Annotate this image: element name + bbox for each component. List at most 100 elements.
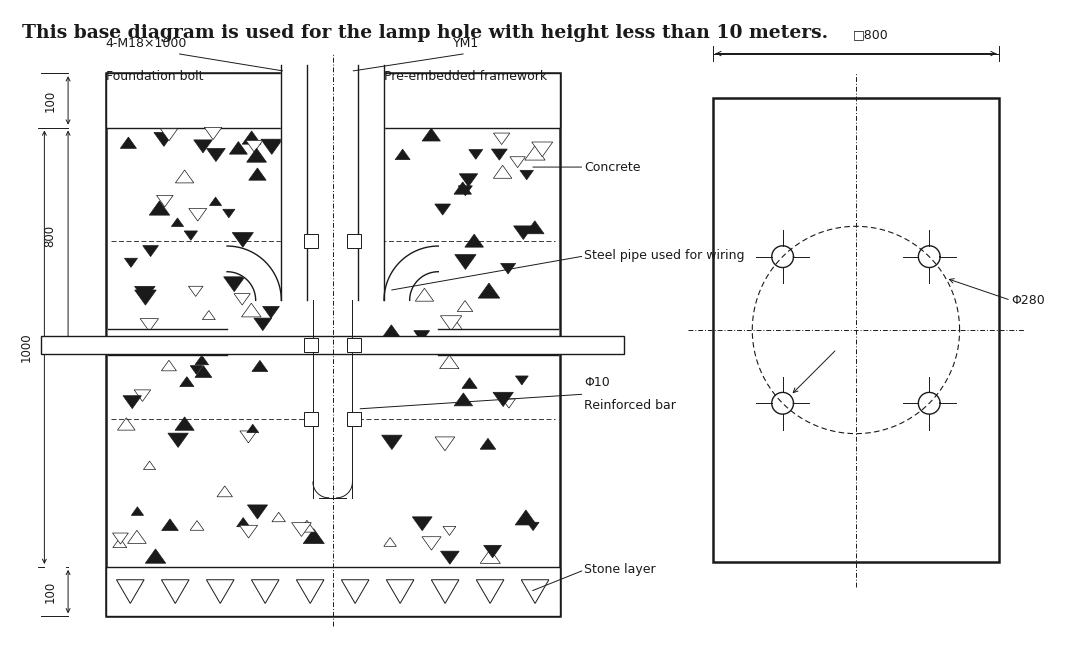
Polygon shape	[481, 438, 496, 449]
Polygon shape	[242, 131, 261, 144]
Bar	[348, 234, 362, 248]
Polygon shape	[448, 320, 463, 331]
Polygon shape	[143, 246, 159, 257]
Polygon shape	[303, 529, 324, 544]
Polygon shape	[224, 277, 245, 291]
Polygon shape	[167, 433, 188, 447]
Text: Pre-embedded framework: Pre-embedded framework	[384, 70, 548, 83]
Bar	[305, 412, 318, 426]
Polygon shape	[161, 360, 176, 371]
Polygon shape	[469, 149, 483, 159]
Polygon shape	[124, 258, 137, 267]
Polygon shape	[341, 580, 369, 603]
Polygon shape	[246, 140, 262, 152]
Polygon shape	[240, 431, 257, 443]
Text: 4-M18×1000: 4-M18×1000	[106, 37, 187, 50]
Polygon shape	[161, 332, 174, 341]
Polygon shape	[515, 510, 537, 525]
Text: Reinforced bar: Reinforced bar	[584, 399, 676, 412]
Polygon shape	[140, 318, 159, 331]
Polygon shape	[440, 355, 459, 369]
Polygon shape	[422, 536, 441, 550]
Polygon shape	[229, 141, 247, 154]
Polygon shape	[458, 186, 472, 196]
Polygon shape	[527, 522, 539, 531]
Polygon shape	[237, 517, 249, 527]
Polygon shape	[189, 208, 206, 221]
Polygon shape	[481, 550, 500, 563]
Text: YM1: YM1	[453, 37, 480, 50]
Polygon shape	[175, 170, 193, 183]
Polygon shape	[441, 551, 459, 564]
Polygon shape	[240, 525, 258, 538]
Polygon shape	[162, 519, 178, 531]
Polygon shape	[135, 290, 157, 305]
Polygon shape	[195, 355, 208, 365]
Polygon shape	[204, 127, 221, 140]
Text: 100: 100	[43, 580, 56, 603]
Bar	[713, 98, 999, 562]
Polygon shape	[281, 66, 307, 301]
Polygon shape	[501, 263, 515, 274]
Polygon shape	[382, 325, 400, 337]
Text: 800: 800	[43, 225, 56, 247]
Polygon shape	[272, 512, 285, 522]
Text: Foundation bolt: Foundation bolt	[106, 70, 203, 83]
Polygon shape	[232, 233, 254, 248]
Polygon shape	[515, 376, 528, 385]
Polygon shape	[404, 252, 420, 263]
Polygon shape	[307, 66, 359, 301]
Polygon shape	[522, 580, 549, 603]
Polygon shape	[441, 316, 462, 331]
Polygon shape	[491, 149, 508, 160]
Polygon shape	[267, 343, 283, 354]
Polygon shape	[387, 580, 414, 603]
Polygon shape	[381, 435, 402, 449]
Polygon shape	[242, 303, 261, 317]
Polygon shape	[134, 390, 151, 402]
Polygon shape	[246, 148, 267, 162]
Polygon shape	[144, 461, 156, 470]
Polygon shape	[313, 301, 352, 498]
Text: 1000: 1000	[19, 333, 32, 362]
Polygon shape	[247, 424, 259, 432]
Polygon shape	[135, 286, 156, 301]
Polygon shape	[188, 286, 203, 297]
Polygon shape	[359, 66, 384, 301]
Polygon shape	[478, 283, 500, 298]
Bar	[106, 73, 559, 128]
Polygon shape	[507, 344, 523, 355]
Polygon shape	[494, 165, 512, 178]
Polygon shape	[252, 360, 268, 371]
Polygon shape	[161, 580, 189, 603]
Text: Steel pipe used for wiring: Steel pipe used for wiring	[584, 250, 745, 263]
Polygon shape	[502, 399, 515, 408]
Polygon shape	[112, 533, 129, 544]
Bar	[348, 338, 362, 352]
Bar	[41, 336, 624, 354]
Polygon shape	[484, 546, 501, 558]
Polygon shape	[149, 201, 170, 215]
Polygon shape	[422, 128, 441, 141]
Polygon shape	[108, 329, 227, 354]
Polygon shape	[525, 146, 545, 160]
Polygon shape	[254, 318, 272, 331]
Polygon shape	[384, 246, 438, 301]
Polygon shape	[202, 310, 215, 320]
Bar	[106, 567, 559, 616]
Polygon shape	[431, 580, 459, 603]
Polygon shape	[217, 486, 232, 496]
Polygon shape	[120, 137, 136, 148]
Polygon shape	[435, 437, 455, 451]
Polygon shape	[476, 580, 504, 603]
Polygon shape	[123, 396, 141, 409]
Polygon shape	[132, 507, 144, 515]
Polygon shape	[519, 170, 534, 179]
Polygon shape	[227, 246, 281, 301]
Polygon shape	[292, 523, 311, 536]
Polygon shape	[494, 133, 510, 145]
Polygon shape	[234, 293, 251, 305]
Polygon shape	[248, 168, 266, 180]
Polygon shape	[395, 149, 410, 160]
Polygon shape	[296, 580, 324, 603]
